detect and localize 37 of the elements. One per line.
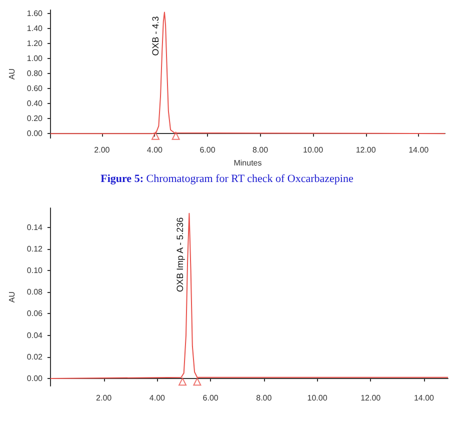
y-tick-label: 1.20 <box>26 39 44 48</box>
y-axis-title: AU <box>8 291 16 303</box>
x-tick-label: 14.00 <box>414 394 435 402</box>
x-tick-label: 2.00 <box>96 394 112 402</box>
x-tick-label: 4.00 <box>146 146 164 155</box>
y-tick-label: 0.60 <box>26 84 44 94</box>
caption: Figure 5: Chromatogram for RT check of Oxcarbazepine <box>100 172 354 187</box>
annotation: OXB - 4.3 <box>150 16 160 56</box>
x-tick-label: 8.00 <box>256 394 272 402</box>
x-tick-label: 14.00 <box>408 146 430 155</box>
annotation: OXB Imp A - 5.236 <box>175 217 186 292</box>
y-tick-label: 0.02 <box>26 352 44 362</box>
y-tick-label: 0.06 <box>26 309 44 318</box>
x-axis-title: Minutes <box>234 158 262 168</box>
y-tick-label: 0.12 <box>26 244 44 254</box>
y-tick-label: 0.20 <box>26 114 44 124</box>
y-tick-label: 1.00 <box>26 54 44 64</box>
y-tick-label: 0.10 <box>26 266 44 276</box>
y-axis-title: AU <box>8 68 16 80</box>
y-tick-label: 0.00 <box>26 374 44 383</box>
x-tick-label: 6.00 <box>200 146 216 155</box>
x-tick-label: 12.00 <box>356 146 376 155</box>
x-tick-label: 8.00 <box>252 146 269 155</box>
x-tick-label: 6.00 <box>202 394 219 402</box>
x-tick-label: 4.00 <box>149 394 166 402</box>
y-tick-label: 0.14 <box>26 222 44 232</box>
y-tick-label: 1.40 <box>26 24 44 34</box>
y-tick-label: 1.60 <box>26 9 44 18</box>
y-tick-label: 0.80 <box>26 69 44 78</box>
x-tick-label: 12.00 <box>360 394 382 402</box>
x-tick-label: 10.00 <box>307 394 328 402</box>
y-tick-label: 0.04 <box>26 330 44 340</box>
y-tick-label: 0.00 <box>26 129 44 138</box>
x-tick-label: 10.00 <box>303 146 324 155</box>
y-tick-label: 0.40 <box>26 99 44 108</box>
y-tick-label: 0.08 <box>26 288 44 297</box>
x-tick-label: 2.00 <box>94 146 110 155</box>
